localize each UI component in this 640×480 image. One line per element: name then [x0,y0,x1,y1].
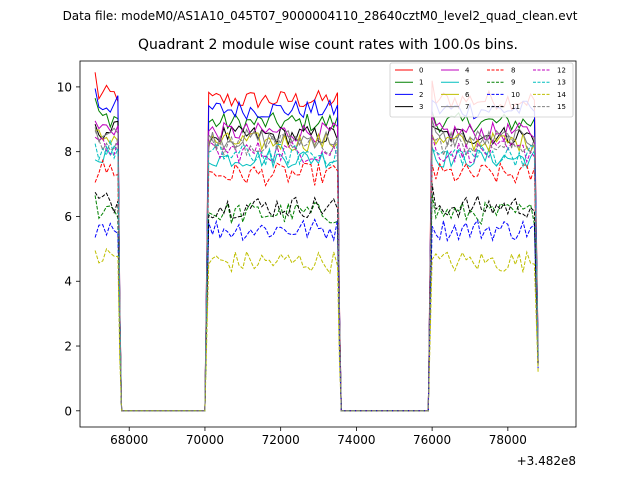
series-line-2 [94,88,539,412]
x-tick-label: 68000 [110,433,148,447]
legend-label-6: 6 [465,91,470,99]
y-tick-label: 10 [57,80,72,94]
series-line-10 [94,218,539,412]
x-offset-label: +3.482e8 [517,454,576,468]
series-line-0 [94,72,539,412]
legend-label-0: 0 [419,67,423,75]
legend-label-11: 11 [511,103,520,111]
legend-label-1: 1 [419,79,423,87]
series-line-4 [94,114,539,412]
legend-label-12: 12 [557,67,566,75]
y-tick-label: 0 [64,404,72,418]
legend-label-5: 5 [465,79,469,87]
y-tick-label: 6 [64,210,72,224]
legend-label-7: 7 [465,103,469,111]
series-line-14 [94,247,539,412]
x-tick-label: 74000 [337,433,375,447]
series-line-7 [94,119,539,412]
x-tick-label: 76000 [413,433,451,447]
series-line-12 [94,134,539,412]
legend-label-15: 15 [557,103,566,111]
legend-box [389,62,574,118]
legend-label-2: 2 [419,91,423,99]
legend-label-8: 8 [511,67,515,75]
series-line-9 [94,193,539,412]
series-lines [94,72,539,412]
legend-label-10: 10 [511,91,520,99]
series-line-8 [94,158,539,412]
legend-label-4: 4 [465,67,470,75]
y-tick-label: 4 [64,275,72,289]
axes-frame [79,60,577,428]
y-tick-label: 2 [64,340,72,354]
series-line-6 [95,129,539,412]
series-line-15 [94,130,539,412]
legend-label-3: 3 [419,103,423,111]
series-line-5 [94,145,539,412]
suptitle: Data file: modeM0/AS1A10_045T07_90000041… [63,9,578,23]
series-line-11 [94,183,539,412]
plot-area: 68000 70000 72000 74000 76000 78000 +3.482e8 0 2… [57,60,577,468]
x-tick-label: 72000 [262,433,300,447]
legend-label-13: 13 [557,79,566,87]
x-tick-label: 70000 [186,433,224,447]
legend-label-9: 9 [511,79,515,87]
y-tick-label: 8 [64,145,72,159]
x-tick-label: 78000 [489,433,527,447]
chart-title: Quadrant 2 module wise count rates with … [138,37,518,53]
series-line-13 [94,139,539,412]
legend-label-14: 14 [557,91,566,99]
